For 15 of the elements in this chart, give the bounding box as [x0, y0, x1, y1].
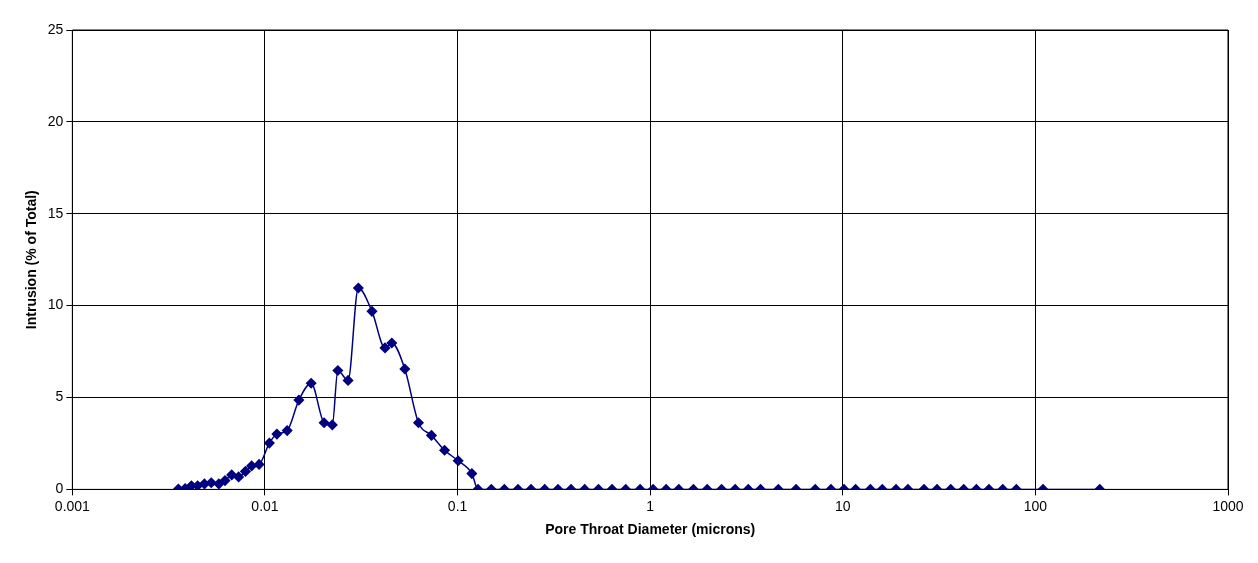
- x-tick-label: 100: [1023, 497, 1048, 514]
- y-tick-label: 5: [55, 388, 64, 405]
- x-tick-label: 1: [646, 497, 655, 514]
- x-tick-label: 0.01: [251, 497, 279, 514]
- x-axis-title: Pore Throat Diameter (microns): [545, 521, 756, 538]
- y-tick-label: 10: [47, 296, 64, 313]
- y-axis-title: Intrusion (% of Total): [23, 190, 40, 330]
- y-tick-label: 0: [55, 480, 64, 497]
- x-tick-label: 10: [835, 497, 851, 514]
- y-tick-label: 25: [47, 20, 64, 37]
- x-tick-label: 0.1: [447, 497, 468, 514]
- y-tick-label: 20: [47, 112, 64, 129]
- x-tick-label: 0.001: [54, 497, 91, 514]
- y-tick-label: 15: [47, 204, 64, 221]
- x-tick-label: 1000: [1212, 497, 1244, 514]
